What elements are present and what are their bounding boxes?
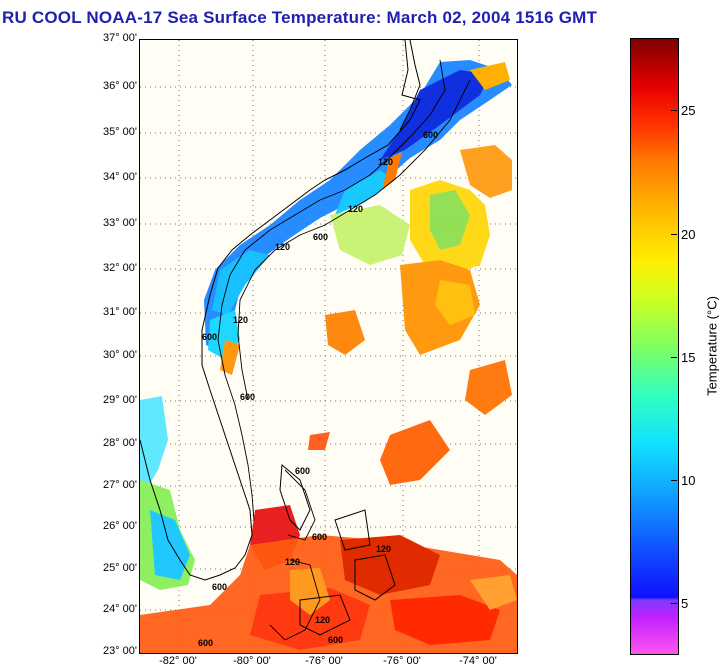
lat-label: 33° 00': [102, 217, 137, 229]
isobath-label: 600: [212, 582, 227, 592]
lat-label: 30° 00': [102, 349, 137, 361]
isobath-label: 120: [348, 204, 363, 214]
lat-label: 29° 00': [102, 394, 137, 406]
isobath-label: 120: [233, 315, 248, 325]
sst-data: [140, 60, 517, 653]
isobath-label: 120: [285, 557, 300, 567]
lon-label: -82° 00': [159, 655, 197, 667]
isobath-label: 600: [312, 532, 327, 542]
lon-label: -76° 00': [305, 655, 343, 667]
colorbar-tickmark: [671, 234, 677, 235]
isobath-label: 600: [423, 130, 438, 140]
coastline: [140, 40, 421, 636]
isobath-label: 600: [202, 332, 217, 342]
lat-label: 26° 00': [102, 520, 137, 532]
lat-label: 24° 00': [102, 603, 137, 615]
isobath-label: 120: [315, 615, 330, 625]
lat-label: 35° 00': [102, 126, 137, 138]
lon-label: -80° 00': [233, 655, 271, 667]
isobath-label: 600: [198, 638, 213, 648]
lat-label: 28° 00': [102, 437, 137, 449]
colorbar-tickmark: [671, 480, 677, 481]
colorbar-tick-label: 20: [681, 227, 696, 242]
lat-label: 31° 00': [102, 306, 137, 318]
lat-label: 34° 00': [102, 171, 137, 183]
temperature-colorbar: [630, 38, 679, 655]
isobath-label: 600: [328, 635, 343, 645]
colorbar-tick-label: 15: [681, 350, 696, 365]
colorbar-tick-label: 5: [681, 596, 689, 611]
isobath-label: 120: [376, 544, 391, 554]
sst-map[interactable]: 600 120 120 600 120 600 120 600 600 600 …: [139, 39, 518, 654]
lon-label: -74° 00': [459, 655, 497, 667]
lat-label: 37° 00': [102, 32, 137, 44]
isobath-labels: 600 120 120 600 120 600 120 600 600 600 …: [198, 130, 438, 648]
colorbar-title: Temperature (°C): [704, 296, 720, 396]
lat-label: 27° 00': [102, 479, 137, 491]
page-title: RU COOL NOAA-17 Sea Surface Temperature:…: [2, 8, 598, 27]
colorbar-tick-label: 25: [681, 103, 696, 118]
sst-map-canvas: 600 120 120 600 120 600 120 600 600 600 …: [140, 40, 517, 653]
isobath-label: 120: [275, 242, 290, 252]
isobaths: [217, 59, 471, 641]
isobath-label: 120: [378, 157, 393, 167]
isobath-label: 600: [313, 232, 328, 242]
colorbar-tickmark: [671, 603, 677, 604]
lon-label: -76° 00': [383, 655, 421, 667]
isobath-label: 600: [295, 466, 310, 476]
lat-label: 36° 00': [102, 80, 137, 92]
lat-label: 23° 00': [102, 645, 137, 657]
lat-label: 32° 00': [102, 262, 137, 274]
colorbar-tickmark: [671, 357, 677, 358]
isobath-label: 600: [240, 392, 255, 402]
lat-label: 25° 00': [102, 562, 137, 574]
colorbar-tickmark: [671, 110, 677, 111]
colorbar-tick-label: 10: [681, 473, 696, 488]
